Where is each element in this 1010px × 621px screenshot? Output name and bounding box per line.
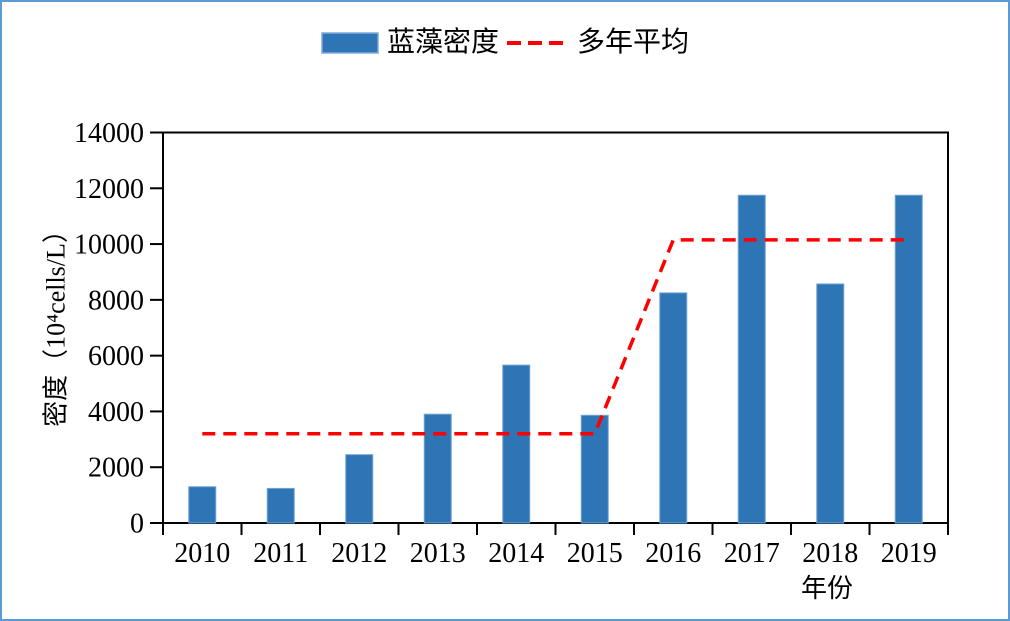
bar-2014 xyxy=(502,364,531,524)
x-tick-label: 2013 xyxy=(410,538,466,569)
x-tick-label: 2017 xyxy=(724,538,780,569)
legend: 蓝藻密度 多年平均 xyxy=(2,28,1008,58)
y-tick-label: 4000 xyxy=(88,397,144,428)
bar-2018 xyxy=(816,283,845,524)
y-tick-label: 2000 xyxy=(88,453,144,484)
bar-2015 xyxy=(580,414,609,524)
x-tick-label: 2019 xyxy=(881,538,937,569)
bar-2016 xyxy=(659,292,688,524)
y-tick-label: 14000 xyxy=(74,118,144,149)
bar-swatch-rect xyxy=(321,32,379,54)
line-series-label: 多年平均 xyxy=(577,27,690,58)
bar-2011 xyxy=(266,487,295,524)
x-tick-label: 2010 xyxy=(174,538,230,569)
bar-2019 xyxy=(894,194,923,524)
bar-2010 xyxy=(188,486,217,524)
x-tick-label: 2016 xyxy=(645,538,701,569)
average-line xyxy=(202,238,909,436)
x-tick-label: 2012 xyxy=(331,538,387,569)
y-tick-label: 6000 xyxy=(88,341,144,372)
y-tick-label: 0 xyxy=(130,509,144,540)
x-tick-label: 2018 xyxy=(802,538,858,569)
y-tick-label: 12000 xyxy=(74,174,144,205)
bar-2017 xyxy=(737,194,766,524)
bar-2013 xyxy=(423,413,452,524)
x-tick-label: 2011 xyxy=(253,538,308,569)
y-tick-label: 8000 xyxy=(88,285,144,316)
bar-series-swatch-icon xyxy=(321,32,379,54)
bar-2012 xyxy=(345,454,374,524)
bar-series-label: 蓝藻密度 xyxy=(386,27,499,58)
line-series-swatch-icon xyxy=(507,41,569,45)
x-tick-label: 2015 xyxy=(567,538,623,569)
x-axis-title: 年份 xyxy=(800,574,854,603)
y-tick-label: 10000 xyxy=(74,230,144,261)
x-tick-label: 2014 xyxy=(488,538,544,569)
